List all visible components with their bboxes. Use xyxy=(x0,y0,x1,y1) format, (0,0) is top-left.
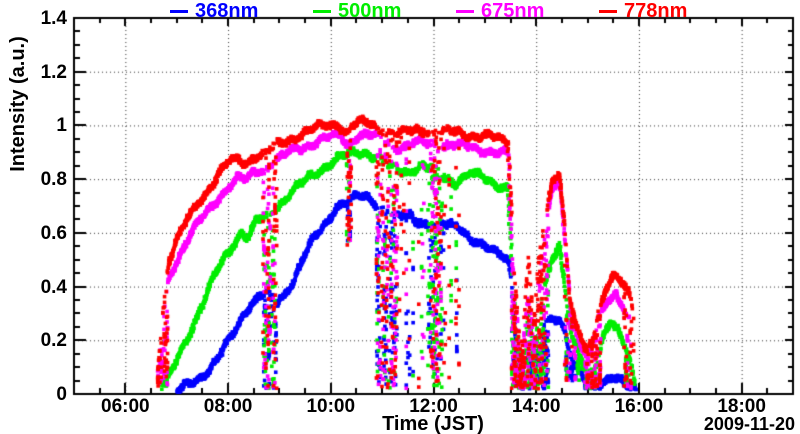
legend-marker-368nm xyxy=(170,9,188,13)
x-tick-label: 10:00 xyxy=(306,396,356,417)
y-tick-label: 0.2 xyxy=(40,330,67,352)
legend-entry-500nm: 500nm xyxy=(313,0,401,22)
legend-label-368nm: 368nm xyxy=(195,0,259,22)
date-label: 2009-11-20 xyxy=(703,414,795,434)
legend-marker-675nm xyxy=(456,9,474,13)
legend-label-778nm: 778nm xyxy=(624,0,688,22)
legend-entry-778nm: 778nm xyxy=(599,0,687,22)
y-tick-label: 0.8 xyxy=(40,169,67,191)
x-tick-label: 18:00 xyxy=(717,396,766,417)
legend-marker-500nm xyxy=(313,9,331,13)
y-tick-label: 1.4 xyxy=(40,8,67,29)
x-tick-label: 12:00 xyxy=(409,396,458,417)
legend-label-500nm: 500nm xyxy=(338,0,402,22)
legend-label-675nm: 675nm xyxy=(481,0,545,22)
y-tick-label: 1 xyxy=(56,115,67,137)
y-tick-label: 0 xyxy=(56,384,67,405)
x-axis-title: Time (JST) xyxy=(382,413,484,434)
y-tick-label: 1.2 xyxy=(40,61,67,83)
y-tick-label: 0.4 xyxy=(40,276,67,298)
legend-entry-368nm: 368nm xyxy=(170,0,258,22)
legend-marker-778nm xyxy=(599,9,617,13)
legend-entry-675nm: 675nm xyxy=(456,0,544,22)
y-tick-label: 0.6 xyxy=(40,222,67,244)
y-axis-title: Intensity (a.u.) xyxy=(7,36,29,172)
x-tick-label: 14:00 xyxy=(511,396,561,417)
x-tick-label: 08:00 xyxy=(203,396,253,417)
x-tick-label: 06:00 xyxy=(101,396,150,417)
x-tick-label: 16:00 xyxy=(614,396,664,417)
